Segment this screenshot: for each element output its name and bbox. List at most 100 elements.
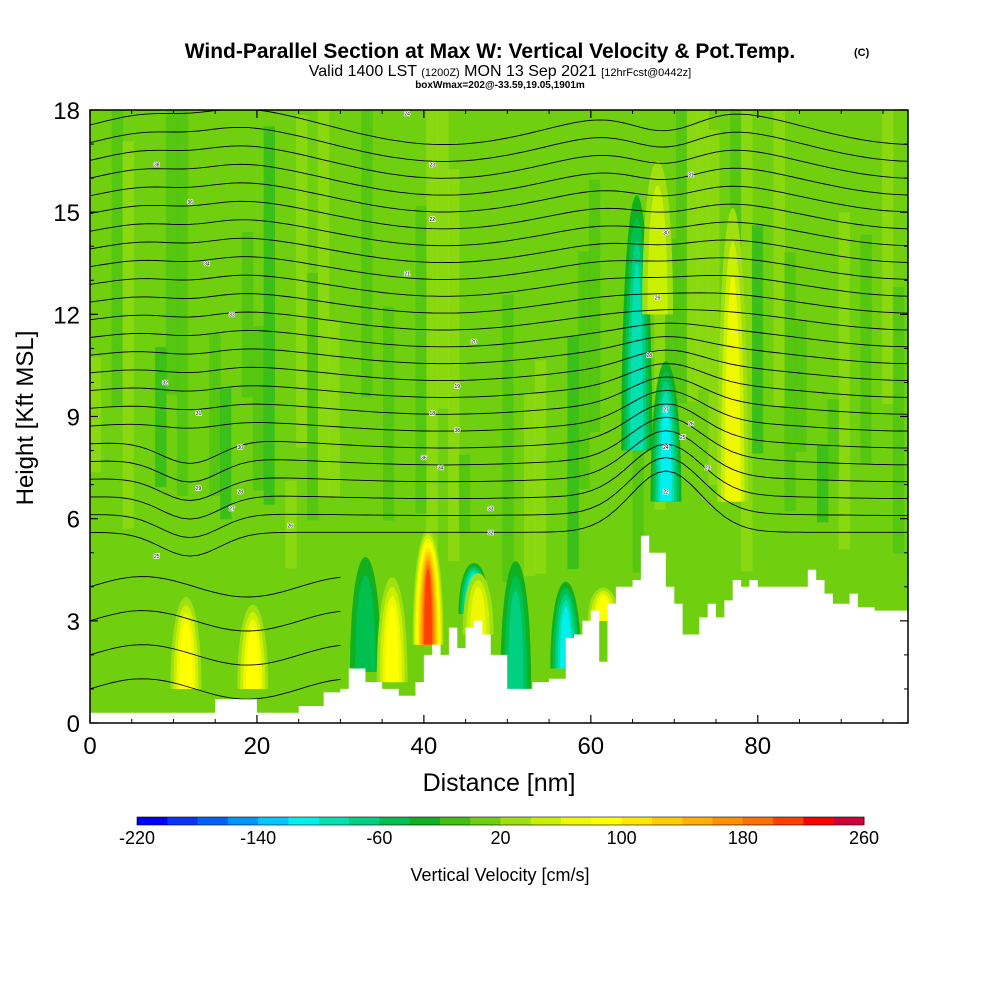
w-field-cell <box>155 347 167 488</box>
w-field-cell <box>404 110 417 533</box>
y-tick-label: 6 <box>67 507 80 534</box>
x-axis-label: Distance [nm] <box>423 769 576 797</box>
colorbar-swatch <box>137 817 168 825</box>
isentrope-line <box>90 576 341 598</box>
w-field-cell <box>307 273 319 521</box>
w-field-cell <box>784 252 796 512</box>
isentrope-line <box>90 457 908 539</box>
isentrope-label: 34 <box>438 466 444 472</box>
w-field-cell <box>871 341 883 551</box>
w-field-cell <box>372 161 384 456</box>
colorbar-swatch <box>712 817 744 825</box>
colorbar-swatch <box>197 817 229 825</box>
isentrope-line <box>90 237 908 264</box>
chart-subtitle: Valid 1400 LST (1200Z) MON 13 Sep 2021 [… <box>309 63 691 80</box>
w-field-cell <box>100 221 113 497</box>
w-field-cell <box>165 110 178 395</box>
w-field-cell <box>187 208 200 502</box>
w-field-cell <box>285 480 297 569</box>
box-wmax-info: boxWmax=202@-33.59,19.05,1901m <box>415 80 585 91</box>
isentrope-label: 29 <box>196 486 202 492</box>
isentrope-label: 33 <box>488 506 494 512</box>
isentrope-label: 26 <box>688 421 694 427</box>
isentrope-label: 30 <box>663 231 669 237</box>
y-tick-label: 12 <box>53 302 80 329</box>
isentrope-label: 23 <box>429 162 435 168</box>
colorbar-swatch <box>682 817 714 825</box>
colorbar-swatch <box>621 817 653 825</box>
colorbar-swatch <box>318 817 350 825</box>
isentrope-label: 31 <box>196 411 202 417</box>
w-field-cell <box>686 110 699 402</box>
isentrope-line <box>90 470 908 557</box>
isentrope-line <box>90 644 341 666</box>
isentrope-label: 38 <box>454 428 460 434</box>
isentropes <box>90 110 908 700</box>
w-field-cell <box>448 168 460 562</box>
w-field-cell <box>220 388 232 520</box>
w-field-cell <box>589 179 601 433</box>
forecast-info: [12hrFcst@0442z] <box>601 67 691 79</box>
colorbar: -220 -140 -60 20 100 180 260 <box>119 816 879 848</box>
isentrope-line <box>90 182 908 213</box>
colorbar-tick-label: -220 <box>119 828 155 848</box>
isentrope-line <box>90 292 908 314</box>
x-tick-label: 80 <box>744 733 771 760</box>
chart-title: Wind-Parallel Section at Max W: Vertical… <box>185 40 796 63</box>
w-field-cell <box>751 225 764 454</box>
w-field-cell <box>502 294 514 583</box>
isentrope-label: 23 <box>705 466 711 472</box>
isentrope-label: 31 <box>688 173 694 179</box>
w-field-cell <box>426 110 438 569</box>
w-field-cell <box>513 286 525 415</box>
colorbar-swatch <box>561 817 592 825</box>
isentrope-label: 36 <box>187 200 193 206</box>
isentrope-line <box>90 322 908 348</box>
y-tick-label: 15 <box>53 200 80 227</box>
w-field-cell <box>133 299 145 572</box>
w-field-cell <box>708 129 720 486</box>
y-tick-label: 0 <box>67 711 80 738</box>
y-axis-label: Height [Kft MSL] <box>12 331 39 506</box>
isentrope-label: 33 <box>229 312 235 318</box>
colorbar-swatch <box>742 817 774 825</box>
w-field-cell <box>795 321 807 453</box>
w-field-cell <box>545 135 558 527</box>
updraft-band <box>724 275 741 502</box>
colorbar-tick-label: 100 <box>607 828 637 848</box>
isentrope-line <box>90 610 341 632</box>
isentrope-label: 25 <box>154 554 160 560</box>
w-field-cell <box>838 212 851 550</box>
w-field-cell <box>654 220 666 510</box>
isentrope-line <box>90 274 908 297</box>
isentrope-line <box>90 443 908 520</box>
w-field-cell <box>556 484 568 554</box>
colorbar-swatch <box>470 817 501 825</box>
w-field-cell <box>90 356 102 473</box>
updraft-band <box>385 605 399 683</box>
w-field-cell <box>491 468 503 553</box>
w-field-cell <box>458 454 471 533</box>
w-field-cell <box>697 110 710 390</box>
w-field-cell <box>263 126 275 505</box>
x-tick-label: 20 <box>244 733 271 760</box>
isentrope-label: 36 <box>421 455 427 461</box>
downdraft-band <box>630 263 644 451</box>
colorbar-swatch <box>288 817 320 825</box>
w-field-cell <box>317 110 330 498</box>
isentrope-line <box>90 349 908 382</box>
w-field-cell <box>675 110 688 404</box>
x-tick-label: 60 <box>577 733 604 760</box>
updraft-band <box>596 596 610 621</box>
x-tick-label: 0 <box>83 733 96 760</box>
colorbar-tick-label: 20 <box>490 828 510 848</box>
colorbar-swatch <box>773 817 804 825</box>
colorbar-swatch <box>379 817 411 825</box>
w-field-cell <box>350 110 362 431</box>
colorbar-swatch <box>803 817 835 825</box>
w-field-cell <box>817 445 829 523</box>
w-field-cell <box>252 326 265 491</box>
isentrope-line <box>90 389 908 432</box>
w-field-cell <box>296 115 308 448</box>
